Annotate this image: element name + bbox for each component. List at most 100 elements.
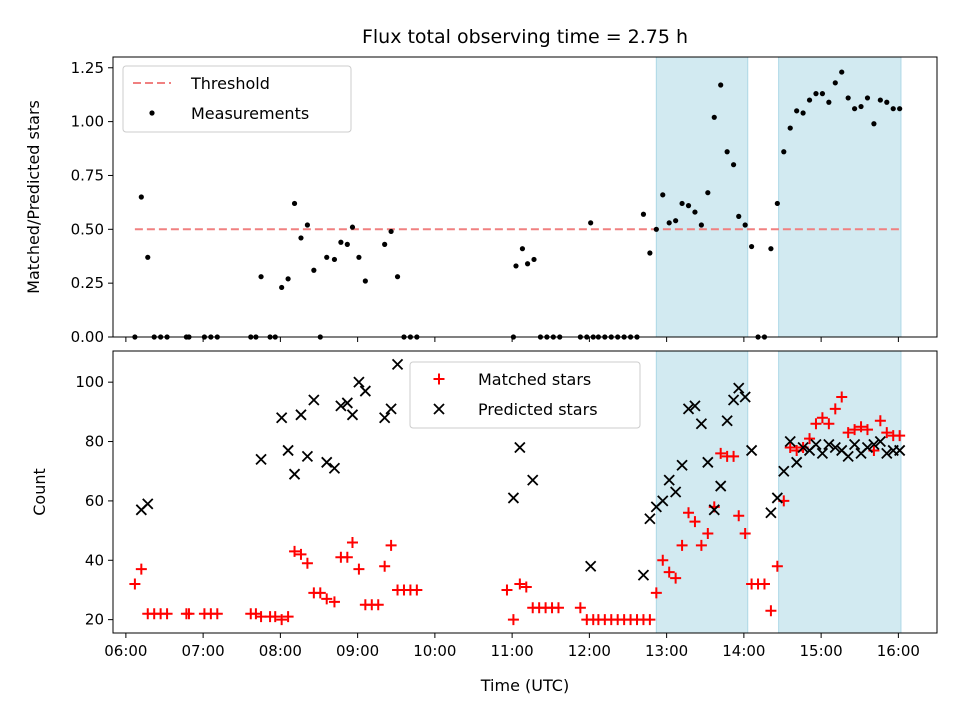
data-point bbox=[816, 447, 829, 460]
data-point bbox=[650, 587, 662, 599]
legend-handle bbox=[149, 110, 155, 116]
data-point bbox=[295, 548, 307, 560]
data-point bbox=[832, 80, 838, 86]
data-point bbox=[689, 516, 701, 528]
data-point bbox=[385, 403, 397, 415]
data-point bbox=[324, 254, 330, 260]
data-point bbox=[507, 492, 520, 504]
data-point bbox=[728, 450, 740, 462]
data-point bbox=[514, 441, 526, 454]
data-point bbox=[842, 427, 854, 439]
data-point bbox=[362, 278, 368, 284]
data-point bbox=[285, 276, 291, 282]
data-point bbox=[806, 97, 813, 103]
x-tick-label: 16:00 bbox=[877, 642, 920, 660]
data-point bbox=[797, 441, 809, 454]
data-point bbox=[353, 563, 365, 575]
data-point bbox=[388, 228, 394, 235]
data-point bbox=[289, 545, 301, 557]
bottom-panel: 06:00 07:00 08:00 09:00 10:00 11:00 12:00 13:00… bbox=[30, 350, 938, 660]
data-point bbox=[810, 418, 822, 430]
y-tick-label: 0.25 bbox=[71, 274, 104, 292]
x-tick-label: 10:00 bbox=[413, 642, 456, 660]
data-point bbox=[501, 584, 513, 596]
data-point bbox=[702, 456, 714, 468]
data-point bbox=[335, 400, 347, 412]
data-point bbox=[881, 427, 893, 439]
data-point bbox=[848, 438, 861, 451]
x-tick-label: 08:00 bbox=[259, 642, 302, 660]
data-point bbox=[341, 551, 353, 563]
x-tick-label: 12:00 bbox=[568, 642, 611, 660]
data-point bbox=[874, 435, 886, 448]
data-point bbox=[129, 578, 141, 590]
data-point bbox=[588, 220, 594, 226]
series-2-marks bbox=[135, 358, 906, 581]
data-point bbox=[702, 528, 714, 540]
data-point bbox=[346, 409, 359, 421]
data-point bbox=[682, 403, 695, 415]
data-point bbox=[765, 605, 777, 617]
data-point bbox=[768, 246, 774, 252]
data-point bbox=[787, 125, 793, 131]
top-y-ticks: 0.00 0.25 0.50 0.75 1.00 1.25 bbox=[71, 59, 113, 346]
data-point bbox=[897, 106, 903, 112]
count-points bbox=[129, 358, 906, 626]
data-point bbox=[531, 256, 537, 263]
data-point bbox=[670, 572, 682, 584]
data-point bbox=[711, 114, 717, 120]
data-point bbox=[670, 486, 682, 498]
x-tick-label: 07:00 bbox=[182, 642, 225, 660]
bottom-y-axis-label: Count bbox=[30, 468, 49, 516]
data-point bbox=[211, 608, 223, 620]
data-point bbox=[771, 492, 783, 504]
x-tick-label: 13:00 bbox=[645, 642, 688, 660]
data-point bbox=[135, 563, 147, 575]
data-point bbox=[527, 474, 539, 486]
data-point bbox=[864, 95, 871, 101]
data-point bbox=[276, 412, 288, 424]
data-point bbox=[791, 456, 803, 468]
legend-handle bbox=[433, 373, 445, 385]
y-tick-label: 100 bbox=[75, 373, 104, 391]
shaded-interval-1 bbox=[655, 56, 749, 338]
data-point bbox=[328, 596, 340, 608]
data-point bbox=[708, 504, 720, 516]
data-point bbox=[411, 584, 423, 596]
data-point bbox=[344, 241, 350, 247]
data-point bbox=[894, 430, 906, 442]
data-point bbox=[685, 203, 692, 209]
top-x-ticks bbox=[125, 337, 899, 342]
data-point bbox=[585, 560, 597, 572]
data-point bbox=[715, 447, 727, 459]
data-point bbox=[183, 608, 195, 620]
data-point bbox=[255, 453, 267, 465]
y-tick-label: 80 bbox=[85, 433, 104, 451]
data-point bbox=[359, 385, 371, 397]
data-point bbox=[644, 614, 656, 626]
data-point bbox=[829, 403, 841, 415]
data-point bbox=[520, 581, 532, 593]
data-point bbox=[391, 358, 404, 370]
data-point bbox=[695, 539, 707, 551]
data-point bbox=[301, 450, 314, 463]
x-tick-label: 15:00 bbox=[800, 642, 843, 660]
data-point bbox=[810, 438, 822, 451]
x-tick-label: 06:00 bbox=[104, 642, 147, 660]
data-point bbox=[269, 611, 281, 623]
data-point bbox=[855, 421, 867, 433]
data-point bbox=[314, 587, 326, 599]
top-shaded-intervals bbox=[655, 56, 902, 338]
data-point bbox=[676, 539, 688, 551]
x-tick-label: 11:00 bbox=[491, 642, 534, 660]
data-point bbox=[739, 391, 751, 403]
data-point bbox=[826, 99, 832, 105]
data-point bbox=[356, 254, 362, 260]
data-point bbox=[663, 474, 675, 486]
data-point bbox=[894, 444, 906, 457]
data-point bbox=[282, 611, 294, 623]
data-point bbox=[874, 415, 886, 427]
data-point bbox=[813, 91, 819, 97]
data-point bbox=[730, 162, 737, 168]
data-point bbox=[657, 554, 669, 566]
